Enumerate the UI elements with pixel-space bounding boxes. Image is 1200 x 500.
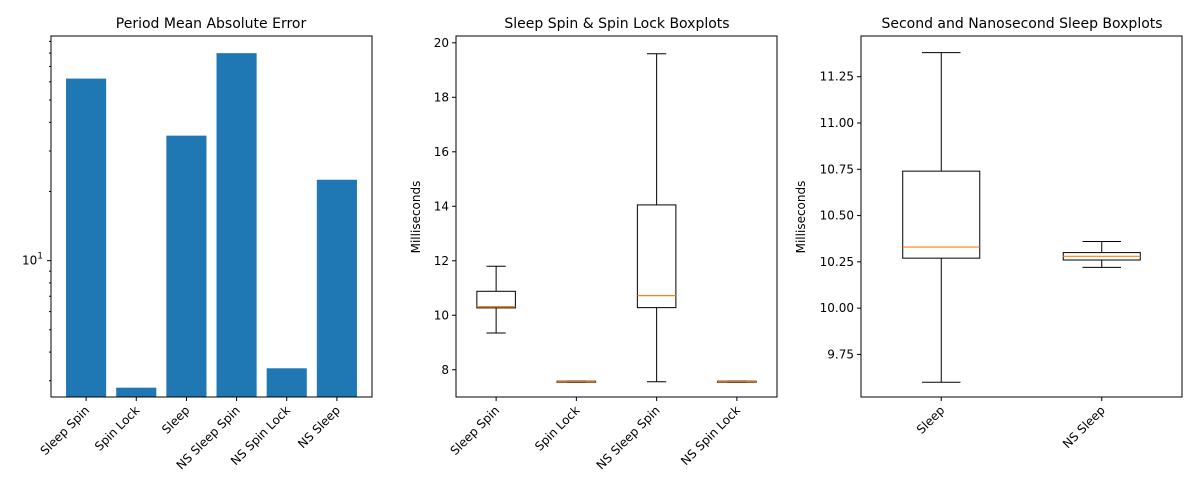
panel-mae-bar-chart: Period Mean Absolute Error Sleep Spin Spi… xyxy=(22,16,373,472)
y-tick-label: 9.75 xyxy=(827,347,854,361)
x-tick-label: NS Sleep xyxy=(295,403,343,451)
bar xyxy=(266,368,307,397)
y-tick-label: 8 xyxy=(441,363,449,377)
y-tick-label: 10.50 xyxy=(820,209,854,223)
y-tick-label: 12 xyxy=(434,254,449,268)
x-tick-label: Sleep Spin xyxy=(448,403,503,458)
panel-sleep-ns-boxplots: Second and Nanosecond Sleep Boxplots Mil… xyxy=(794,16,1183,451)
bar xyxy=(166,135,207,397)
plot-frame xyxy=(860,35,1183,398)
y-tick-label: 16 xyxy=(434,145,449,159)
x-tick-label: NS Spin Lock xyxy=(678,403,743,468)
panel-sleep-spin-boxplots: Sleep Spin & Spin Lock Boxplots Millisec… xyxy=(409,16,778,472)
y-tick-label: 10.00 xyxy=(820,301,854,315)
y-axis-label: Milliseconds xyxy=(794,181,808,254)
x-tick-label: Spin Lock xyxy=(92,403,142,453)
box xyxy=(902,170,981,259)
x-tick-label: Sleep xyxy=(159,403,192,436)
y-tick-label: 101 xyxy=(22,252,43,268)
x-tick-label: Sleep Spin xyxy=(38,403,93,458)
plot-frame xyxy=(455,35,778,398)
bar xyxy=(66,78,107,398)
box xyxy=(636,204,677,309)
x-tick-label: Spin Lock xyxy=(532,403,582,453)
y-tick-label: 10 xyxy=(434,308,449,322)
y-tick-label: 10.75 xyxy=(820,162,854,176)
bar xyxy=(316,179,357,397)
chart-title: Period Mean Absolute Error xyxy=(116,16,307,32)
y-tick-label: 20 xyxy=(434,36,449,50)
chart-title: Second and Nanosecond Sleep Boxplots xyxy=(881,16,1162,32)
y-tick-label: 11.25 xyxy=(820,70,854,84)
y-tick-label: 10.25 xyxy=(820,255,854,269)
plot-frame xyxy=(50,35,373,398)
x-tick-label: NS Sleep xyxy=(1060,403,1108,451)
bar xyxy=(116,387,157,397)
bar xyxy=(216,53,257,398)
x-tick-label: Sleep xyxy=(914,403,947,436)
chart-title: Sleep Spin & Spin Lock Boxplots xyxy=(504,16,729,32)
y-tick-label: 11.00 xyxy=(820,116,854,130)
box xyxy=(476,290,516,309)
y-axis-label: Milliseconds xyxy=(409,181,423,254)
y-tick-label: 14 xyxy=(434,199,449,213)
y-tick-label: 18 xyxy=(434,90,449,104)
x-tick-label: NS Sleep Spin xyxy=(594,403,663,472)
